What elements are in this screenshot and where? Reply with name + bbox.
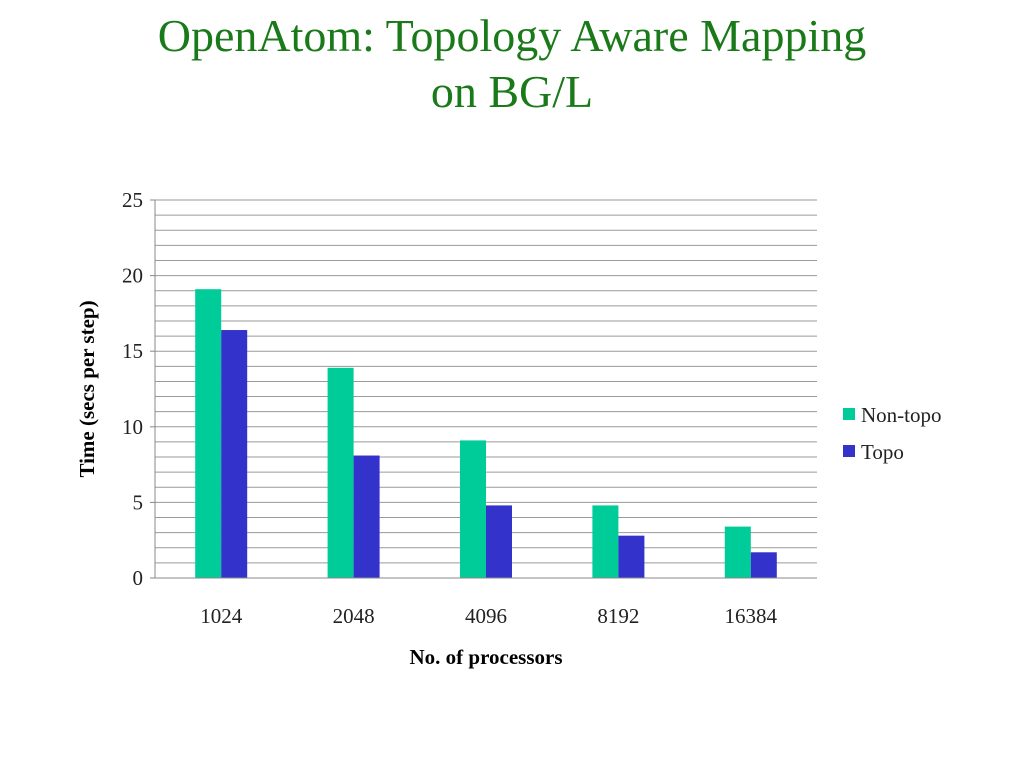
slide-title-line-2: on BG/L — [430, 66, 594, 117]
x-tick-label: 16384 — [725, 604, 778, 628]
slide-title-line-1: OpenAtom: Topology Aware Mapping — [157, 10, 867, 61]
x-axis-title: No. of processors — [409, 645, 562, 669]
x-tick-label: 4096 — [465, 604, 507, 628]
axes — [150, 199, 817, 579]
x-tick-labels: 1024 2048 4096 8192 16384 — [200, 604, 777, 628]
legend-label: Non-topo — [861, 403, 942, 427]
y-tick-labels: 0 5 10 15 20 25 — [122, 188, 143, 590]
y-tick-label: 10 — [122, 415, 143, 439]
bar-topo-16384 — [750, 552, 777, 578]
legend-swatch — [843, 445, 855, 457]
bar-non-topo-8192 — [592, 505, 619, 578]
bar-topo-1024 — [221, 330, 248, 578]
bar-non-topo-2048 — [327, 367, 354, 578]
slide-title: OpenAtom: Topology Aware Mapping on BG/L — [0, 8, 1024, 120]
y-tick-label: 5 — [133, 490, 144, 514]
y-tick-label: 15 — [122, 339, 143, 363]
bar-topo-2048 — [353, 455, 380, 578]
bar-topo-4096 — [486, 505, 512, 578]
y-tick-label: 0 — [133, 566, 144, 590]
y-axis-title: Time (secs per step) — [75, 300, 99, 477]
legend-label: Topo — [861, 440, 904, 464]
y-tick-label: 25 — [122, 188, 143, 212]
bar-non-topo-16384 — [724, 526, 751, 578]
x-tick-label: 2048 — [333, 604, 375, 628]
legend-swatch — [843, 408, 855, 420]
bar-topo-8192 — [618, 535, 645, 578]
x-tick-label: 8192 — [597, 604, 639, 628]
bar-non-topo-4096 — [460, 440, 486, 578]
x-tick-label: 1024 — [200, 604, 243, 628]
bars — [195, 289, 777, 578]
legend: Non-topo Topo — [843, 403, 942, 464]
bar-non-topo-1024 — [195, 289, 222, 578]
y-tick-label: 20 — [122, 264, 143, 288]
